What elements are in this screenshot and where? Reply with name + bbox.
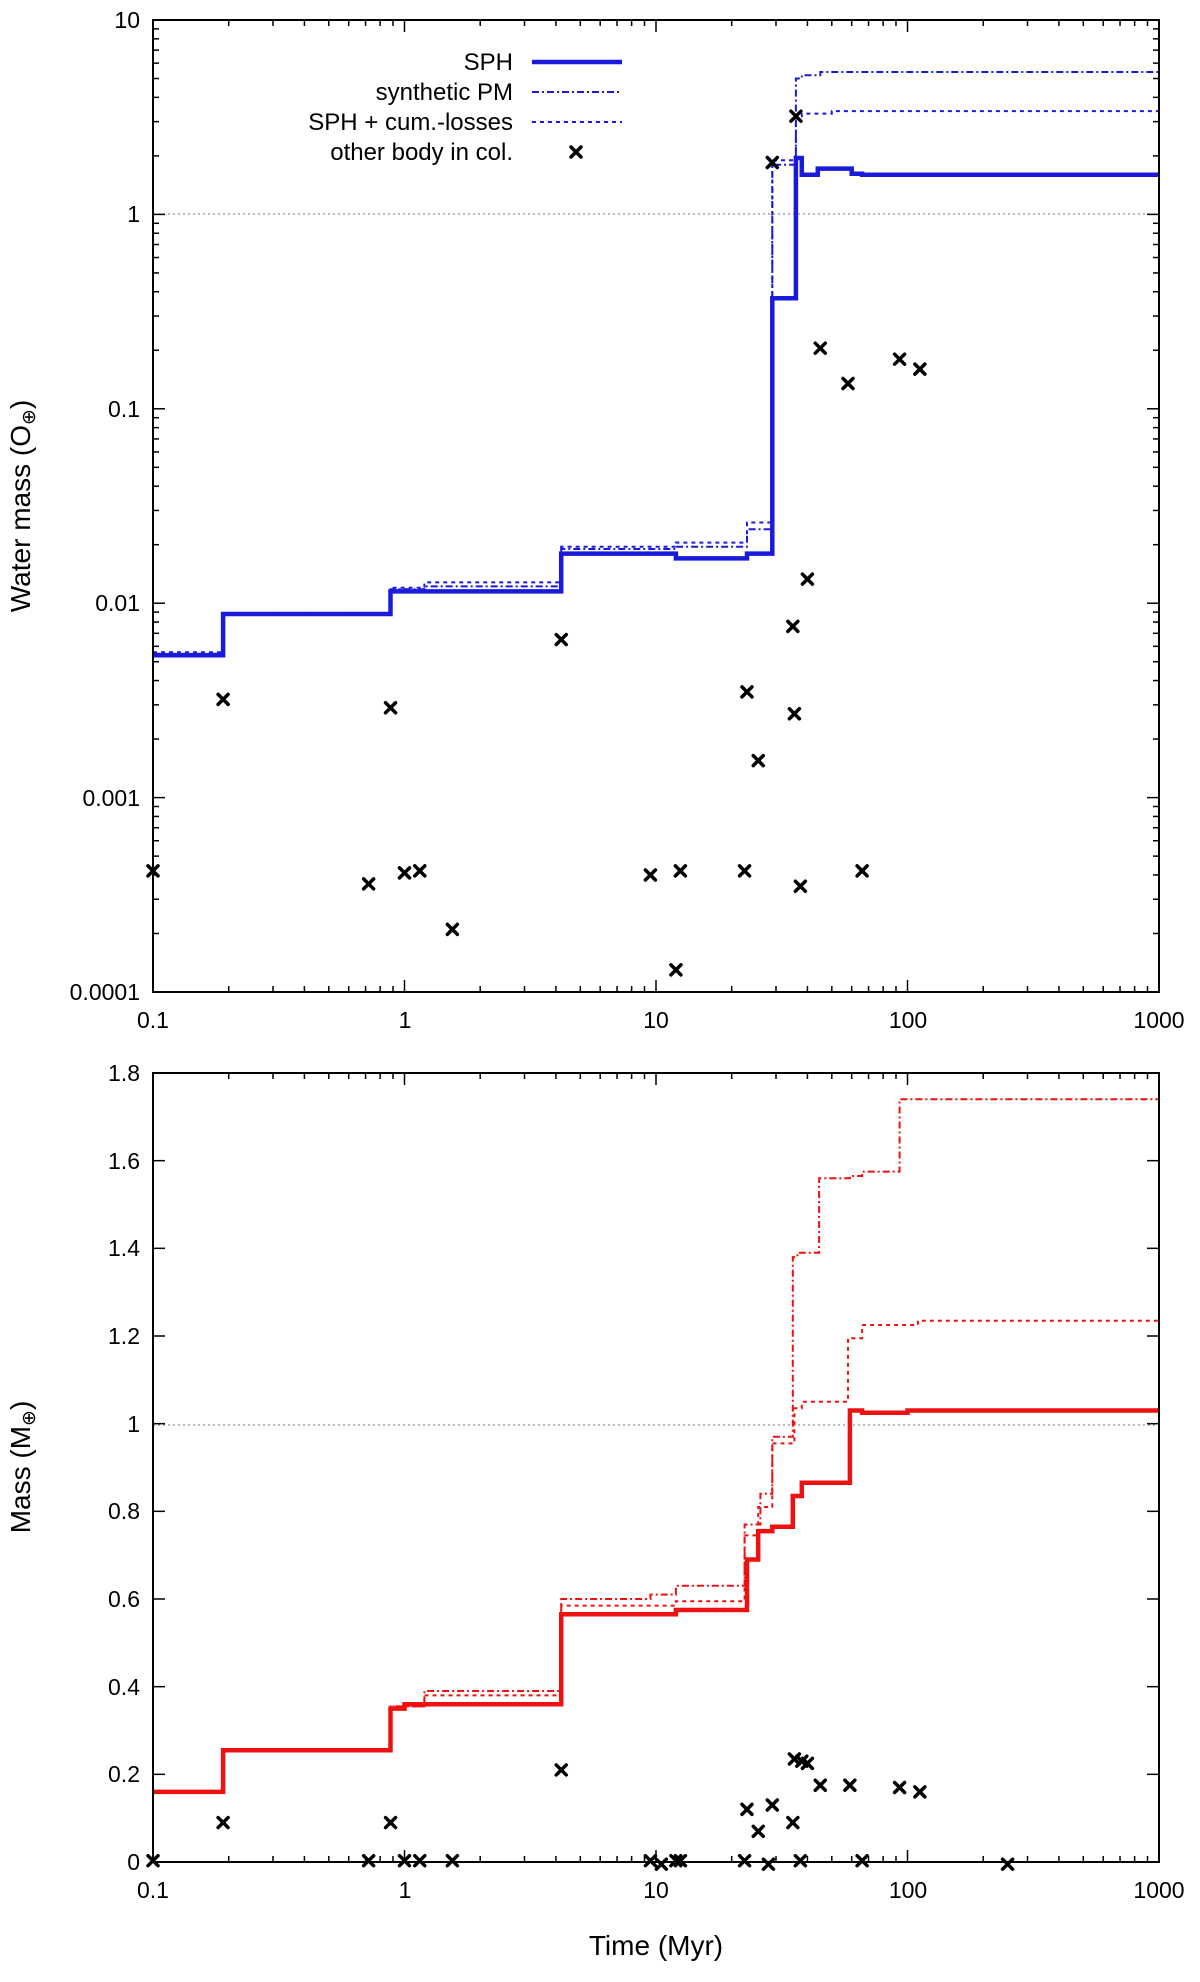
mass-ticks	[152, 1072, 1160, 1863]
series-line-synthetic	[153, 1098, 1159, 1793]
other-body-marker	[800, 1756, 815, 1771]
legend-marker-other	[569, 145, 583, 159]
earth-symbol: ⊕	[19, 1410, 40, 1426]
x-axis-title: Time (Myr)	[589, 1930, 723, 1961]
other-body-marker	[737, 1853, 752, 1868]
other-body-marker	[669, 963, 683, 977]
other-body-marker	[1000, 1857, 1015, 1871]
ytick-label: 1.8	[108, 1060, 140, 1086]
legend-label-sph: SPH	[464, 49, 513, 76]
ytick-label: 0.001	[82, 785, 140, 811]
ytick-label: 0.4	[108, 1674, 140, 1700]
other-body-marker	[843, 1778, 857, 1793]
xtick-label: 100	[889, 1007, 927, 1033]
other-body-marker	[673, 864, 688, 878]
other-body-marker	[654, 1857, 669, 1871]
other-body-marker	[789, 109, 803, 123]
water-mass-series	[153, 71, 1159, 658]
xtick-label: 100	[889, 1877, 927, 1903]
other-body-marker	[383, 700, 398, 715]
other-body-marker	[216, 692, 230, 707]
other-body-marker	[892, 352, 907, 366]
xtick-label: 10	[643, 1007, 669, 1033]
other-body-marker	[800, 572, 815, 586]
y-axis-title: Water mass (O⊕)	[5, 400, 40, 612]
ytick-label: 0.1	[108, 396, 140, 422]
other-body-marker	[765, 155, 780, 170]
other-body-marker	[737, 864, 752, 878]
other-body-marker	[786, 619, 800, 634]
y-axis-title-text: Mass (M	[5, 1426, 36, 1533]
other-body-marker	[397, 866, 412, 880]
xtick-label: 1000	[1133, 1007, 1184, 1033]
ytick-label: 1	[127, 1411, 140, 1437]
other-body-marker	[813, 1778, 828, 1793]
other-body-marker	[855, 1853, 869, 1868]
other-body-marker	[445, 1853, 460, 1868]
other-body-marker	[793, 879, 808, 893]
ytick-label: 1.2	[108, 1323, 140, 1349]
earth-symbol: ⊕	[19, 409, 40, 425]
other-body-marker	[786, 1815, 800, 1830]
xtick-label: 0.1	[137, 1007, 169, 1033]
legend-label-synthetic: synthetic PM	[376, 79, 513, 106]
other-body-marker	[787, 706, 802, 721]
ytick-label: 0.6	[108, 1586, 140, 1612]
other-body-marker	[913, 362, 927, 376]
xtick-label: 0.1	[137, 1877, 169, 1903]
ytick-label: 0.0001	[70, 979, 140, 1005]
other-body-marker	[841, 376, 855, 391]
water-mass-panel: 0.0001 0.001 0.01 0.1 1 10 0.1 1 10 100 …	[5, 7, 1185, 1033]
water-mass-ticks	[152, 19, 1160, 993]
other-body-marker	[413, 864, 427, 878]
ytick-label: 1	[127, 201, 140, 227]
legend: SPH synthetic PM SPH + cum.-losses other…	[308, 49, 622, 166]
xtick-label: 1	[399, 1877, 412, 1903]
other-body-marker	[673, 1853, 688, 1868]
other-body-marker	[740, 685, 754, 699]
series-line-synthetic	[153, 71, 1159, 655]
other-body-marker	[751, 753, 765, 768]
mass-panel: 0 0.2 0.4 0.6 0.8 1 1.2 1.4 1.6 1.8 0.1 …	[5, 1060, 1185, 1961]
ytick-label: 0.8	[108, 1498, 140, 1524]
xtick-label: 1000	[1133, 1877, 1184, 1903]
other-body-marker	[813, 341, 828, 355]
other-body-marker	[554, 632, 568, 647]
other-body-marker	[751, 1824, 765, 1839]
y-axis-title-text: Water mass (O	[5, 425, 36, 612]
other-body-marker	[361, 877, 376, 891]
other-body-marker	[892, 1780, 907, 1795]
xtick-label: 1	[399, 1007, 412, 1033]
ytick-label: 1.4	[108, 1235, 140, 1261]
legend-label-cumlosses: SPH + cum.-losses	[308, 109, 513, 136]
mass-other-bodies	[146, 1752, 1015, 1871]
y-axis-title: Mass (M⊕)	[5, 1401, 40, 1534]
other-body-marker	[855, 864, 869, 878]
legend-label-other: other body in col.	[330, 139, 513, 166]
water-mass-other-bodies	[146, 109, 927, 977]
other-body-marker	[740, 1802, 754, 1817]
other-body-marker	[643, 868, 658, 882]
other-body-marker	[383, 1815, 398, 1830]
ytick-label: 0.01	[95, 590, 140, 616]
other-body-marker	[445, 922, 460, 937]
ytick-label: 10	[114, 7, 140, 33]
ytick-label: 1.6	[108, 1148, 140, 1174]
series-line-cumlosses	[153, 1319, 1159, 1793]
other-body-marker	[554, 1763, 568, 1777]
other-body-marker	[643, 1853, 658, 1868]
other-body-marker	[761, 1857, 776, 1871]
xtick-label: 10	[643, 1877, 669, 1903]
series-line-cumlosses	[153, 110, 1159, 654]
other-body-marker	[765, 1798, 780, 1812]
other-body-marker	[413, 1853, 427, 1868]
other-body-marker	[793, 1853, 808, 1868]
other-body-marker	[913, 1785, 927, 1799]
ytick-label: 0	[127, 1849, 140, 1875]
other-body-marker	[216, 1815, 230, 1830]
ytick-label: 0.2	[108, 1761, 140, 1787]
mass-series	[153, 1098, 1159, 1795]
